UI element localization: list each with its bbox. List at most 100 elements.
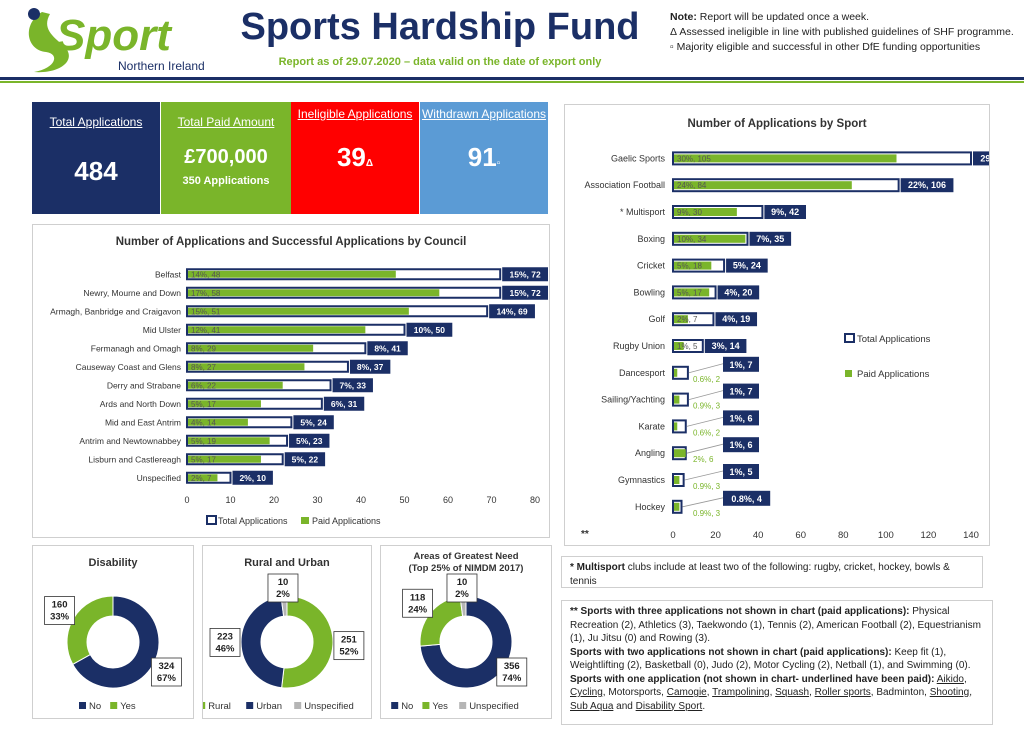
header-rule-green xyxy=(0,81,1024,83)
logo-word: Sport xyxy=(56,11,173,60)
donut-legend-label: Unspecified xyxy=(469,701,519,712)
total-data-label: 22%, 106 xyxy=(908,180,946,190)
bar-paid xyxy=(674,502,680,511)
report-date-subtitle: Report as of 29.07.2020 – data valid on … xyxy=(278,56,602,68)
legend-swatch-paid xyxy=(301,517,309,524)
sport-category-label: Cricket xyxy=(637,261,666,271)
donut-legend-swatch xyxy=(391,702,399,709)
kpi-label: Ineligible Applications xyxy=(297,107,413,121)
bar-paid xyxy=(674,422,678,431)
paid-data-label: 30%, 105 xyxy=(677,154,711,163)
paid-data-label: 4%, 14 xyxy=(191,418,216,427)
total-data-label: 0.8%, 4 xyxy=(731,494,762,504)
donut-data-label: 67% xyxy=(157,673,177,684)
kpi-label: Total Paid Amount xyxy=(177,115,275,129)
donut-legend-swatch xyxy=(79,702,86,709)
one-app-sport: Squash xyxy=(775,687,810,698)
total-data-label: 1%, 5 xyxy=(729,467,752,477)
total-data-label-box xyxy=(723,437,759,453)
donut-legend-label: No xyxy=(89,701,101,712)
list-separator: , xyxy=(924,687,930,698)
paid-data-label: 5%, 17 xyxy=(191,455,216,464)
donut-label-box xyxy=(402,588,433,618)
kpi-withdrawn: Withdrawn Applications 91▫ xyxy=(420,102,548,214)
paid-data-label: 6%, 22 xyxy=(191,381,216,390)
council-category-label: Derry and Strabane xyxy=(107,380,181,390)
bar-paid xyxy=(674,208,737,216)
one-app-sport: Shooting xyxy=(929,687,970,698)
one-app-list: Aikido, Cycling, Motorsports, Camogie, T… xyxy=(570,674,972,712)
x-tick-label: 40 xyxy=(753,530,764,541)
x-tick-label: 50 xyxy=(399,495,409,505)
paid-data-label: 2%, 7 xyxy=(191,474,212,483)
bar-paid xyxy=(188,437,270,445)
council-category-label: Fermanagh and Omagh xyxy=(91,343,182,353)
total-data-label: 14%, 69 xyxy=(496,306,527,316)
label-leader-line xyxy=(686,443,724,454)
list-separator: , xyxy=(661,687,667,698)
donut-disability-panel: Disability 324 67% 160 33% No Yes xyxy=(32,545,194,719)
sport-category-label: Gaelic Sports xyxy=(611,153,666,163)
total-data-label: 7%, 35 xyxy=(756,234,784,244)
council-category-label: Ards and North Down xyxy=(100,399,182,409)
donut-data-label: 118 xyxy=(410,592,425,603)
donut-data-label: 24% xyxy=(408,604,428,615)
sport-category-label: Hockey xyxy=(635,502,666,512)
total-data-label: 6%, 31 xyxy=(331,399,358,409)
one-app-sport: Camogie xyxy=(666,687,707,698)
total-data-label-box xyxy=(406,322,453,337)
list-separator: , xyxy=(870,687,877,698)
one-app-sport: Motorsports xyxy=(608,687,662,698)
kpi-label: Total Applications xyxy=(49,115,143,129)
three-apps-title: ** Sports with three applications not sh… xyxy=(570,606,910,617)
donut-label-box xyxy=(267,573,299,603)
donut-greatest-need: Areas of Greatest Need(Top 25% of NIMDM … xyxy=(391,551,528,712)
bar-paid xyxy=(674,342,684,350)
x-tick-label: 80 xyxy=(530,495,540,505)
donut-data-label: 2% xyxy=(276,589,290,600)
paid-data-label: 8%, 29 xyxy=(191,344,216,353)
donut-data-label: 251 xyxy=(341,635,358,646)
total-data-label-box xyxy=(723,490,771,506)
sport-category-label: Rugby Union xyxy=(613,341,665,351)
donut-data-label: 10 xyxy=(457,577,468,588)
bar-paid xyxy=(674,395,680,404)
total-data-label: 2%, 10 xyxy=(239,473,266,483)
one-app-sport: Badminton xyxy=(876,687,925,698)
total-data-label-box xyxy=(717,285,760,300)
label-leader-line xyxy=(682,497,724,508)
total-data-label-box xyxy=(502,285,548,300)
total-data-label-box xyxy=(723,410,759,426)
total-data-label: 7%, 33 xyxy=(340,380,367,390)
total-data-label-box xyxy=(723,464,759,479)
paid-data-label: 5%, 18 xyxy=(677,262,702,271)
total-data-label: 15%, 72 xyxy=(509,288,540,298)
bar-paid xyxy=(188,363,305,371)
two-apps-title: Sports with two applications not shown i… xyxy=(570,646,892,658)
donut-rural-urban-panel: Rural and Urban 251 52% 223 46% 10 2% Rural Urba… xyxy=(198,545,372,719)
kpi-ineligible: Ineligible Applications 39Δ xyxy=(291,102,419,214)
x-tick-label: 40 xyxy=(356,495,366,505)
sport-chart-title: Number of Applications by Sport xyxy=(687,118,866,130)
paid-data-label: 8%, 27 xyxy=(191,363,216,372)
council-bar-chart: Number of Applications and Successful Ap… xyxy=(50,236,548,526)
council-chart-title: Number of Applications and Successful Ap… xyxy=(116,236,467,248)
paid-data-label: 0.9%, 3 xyxy=(693,402,721,411)
paid-data-label: 10%, 34 xyxy=(677,235,707,244)
donut-data-label: 10 xyxy=(278,577,289,588)
donut-legend-swatch xyxy=(110,702,118,709)
donut-data-label: 160 xyxy=(52,600,68,611)
x-tick-label: 80 xyxy=(838,530,849,541)
donut-legend-label: Yes xyxy=(120,701,136,712)
total-data-label-box xyxy=(726,258,768,273)
legend-total: Total Applications xyxy=(218,516,288,526)
donut-legend-label: Rural xyxy=(208,701,231,712)
bar-paid xyxy=(188,418,248,426)
donut-legend-swatch xyxy=(422,702,430,709)
x-tick-label: 10 xyxy=(225,495,235,505)
paid-data-label: 14%, 48 xyxy=(191,270,221,279)
axis-footnote-marker: ** xyxy=(581,529,589,540)
label-leader-line xyxy=(688,363,724,374)
donut-legend-label: No xyxy=(401,701,413,712)
council-category-label: Antrim and Newtownabbey xyxy=(79,436,181,446)
